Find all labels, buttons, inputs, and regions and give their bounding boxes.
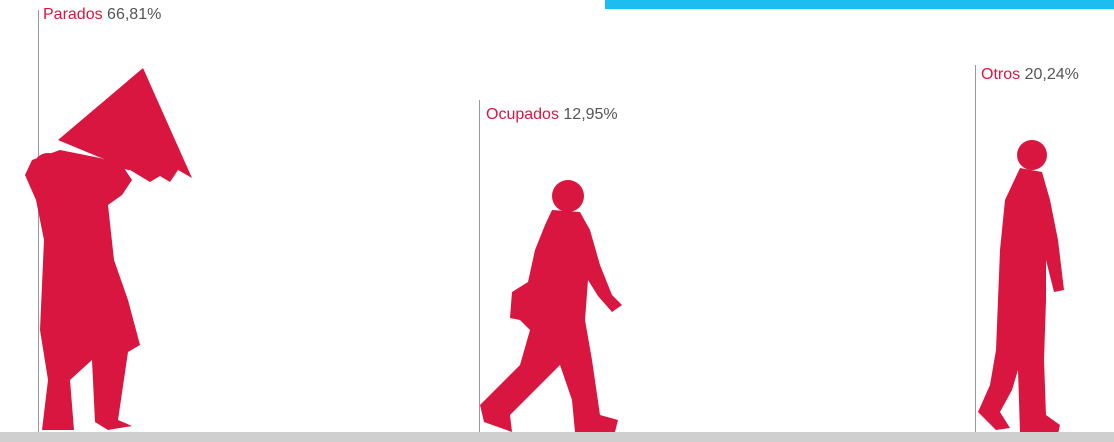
item-name: Parados (43, 6, 103, 23)
item-label: Otros 20,24% (981, 66, 1079, 84)
page: Parados 66,81% Ocupados 12,95% Otros 20,… (0, 0, 1114, 442)
item-value: 20,24% (1025, 66, 1079, 83)
item-value: 66,81% (107, 6, 161, 23)
item-value: 12,95% (563, 106, 617, 123)
item-label: Ocupados 12,95% (486, 106, 618, 124)
silhouette-standing (978, 140, 1064, 434)
item-label: Parados 66,81% (43, 6, 161, 24)
top-bar (605, 0, 1114, 9)
item-name: Ocupados (486, 106, 559, 123)
silhouette-walking (480, 180, 622, 432)
silhouette-umbrella (25, 68, 192, 430)
item-name: Otros (981, 66, 1020, 83)
ground-bar (0, 432, 1114, 442)
infographic (0, 0, 1114, 442)
